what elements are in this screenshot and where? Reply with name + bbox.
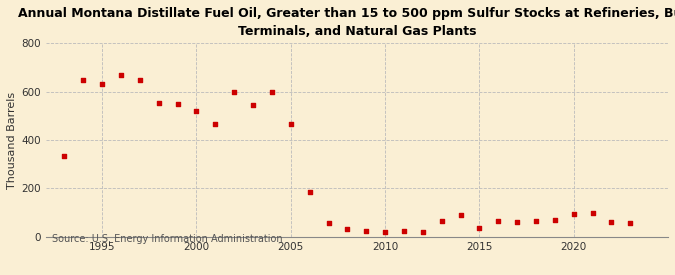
Point [436, 219, 447, 223]
Point [493, 219, 504, 223]
Point [380, 230, 391, 234]
Point [304, 190, 315, 194]
Point [549, 218, 560, 222]
Point [153, 100, 164, 105]
Text: Source: U.S. Energy Information Administration: Source: U.S. Energy Information Administ… [52, 234, 282, 244]
Point [587, 210, 598, 215]
Point [78, 77, 88, 82]
Point [191, 109, 202, 113]
Point [568, 211, 579, 216]
Point [248, 103, 259, 107]
Point [474, 226, 485, 230]
Point [323, 221, 334, 226]
Point [342, 227, 353, 232]
Point [455, 213, 466, 217]
Point [512, 220, 522, 224]
Point [115, 73, 126, 77]
Point [286, 122, 296, 127]
Point [417, 230, 428, 234]
Point [134, 77, 145, 82]
Title: Annual Montana Distillate Fuel Oil, Greater than 15 to 500 ppm Sulfur Stocks at : Annual Montana Distillate Fuel Oil, Grea… [18, 7, 675, 38]
Point [229, 89, 240, 94]
Point [606, 220, 617, 224]
Y-axis label: Thousand Barrels: Thousand Barrels [7, 91, 17, 189]
Point [59, 153, 70, 158]
Point [97, 82, 107, 87]
Point [625, 221, 636, 226]
Point [531, 219, 541, 223]
Point [267, 89, 277, 94]
Point [361, 229, 372, 233]
Point [398, 229, 409, 233]
Point [210, 122, 221, 127]
Point [172, 102, 183, 106]
